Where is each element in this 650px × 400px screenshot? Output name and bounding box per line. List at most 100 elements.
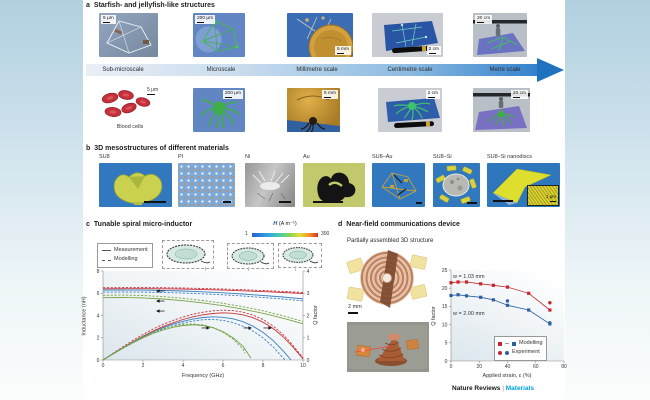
blood-cells-scalebar-line <box>147 94 155 96</box>
scalebar-line <box>427 96 435 98</box>
chart-c-plot-background <box>103 271 303 360</box>
legend-label-experiment-d: Experiment <box>512 349 540 356</box>
red-circle-swatch <box>498 351 502 356</box>
blue-circle-swatch <box>505 351 509 356</box>
panel-a-title-text: Starfish- and jellyfish-like structures <box>93 2 215 9</box>
sem-streaks-graphic <box>252 170 290 202</box>
svg-text:2: 2 <box>97 336 100 342</box>
blood-cells-scalebar-text: 5 μm <box>147 87 159 93</box>
scalebar-chip: 5 μm <box>101 15 116 24</box>
scalebar-text: 2 cm <box>428 46 439 52</box>
photo-metre-starfish-room: 20 cm <box>473 13 527 57</box>
scalebar-line <box>223 201 231 203</box>
solid-line-swatch <box>102 250 111 252</box>
material-label-su8-si-nanodiscs: SU8–Si nanodiscs <box>487 154 532 160</box>
scalebar-chip: 5 mm <box>322 90 338 99</box>
scalebar-text: 5 mm <box>337 46 349 52</box>
spiral-coil-graphic <box>282 247 319 264</box>
scalebar-line <box>477 21 484 23</box>
scalebar-text: 5 μm <box>103 15 114 21</box>
scalebar-line <box>493 200 513 202</box>
svg-text:0: 0 <box>97 358 100 364</box>
panel-d-scalebar-text: 2 mm <box>348 304 362 310</box>
green-jellyfish-graphic <box>200 99 240 129</box>
photo-metre-jellyfish-room: 20 cm <box>473 88 530 132</box>
nanodiscs-inset: 1 μm <box>527 185 559 206</box>
footer-journal: Materials <box>505 385 534 392</box>
scalebar-text: 200 μm <box>197 15 214 21</box>
scalebar-line <box>313 201 343 203</box>
inductor-chart: 0 2 4 6 8 0 1 2 3 4 0 2 4 6 8 10 <box>97 269 310 369</box>
annotation-w-200: w = 2.00 mm <box>453 311 485 317</box>
scalebar-chip: 20 cm <box>475 15 493 24</box>
svg-text:15: 15 <box>442 304 448 310</box>
legend-label-modelling-d: Modelling <box>519 340 543 346</box>
chart-d-yaxis-label-box: Q factor <box>429 296 439 336</box>
coin-jellyfish-graphic <box>287 95 340 132</box>
material-label-su8-si: SU8–Si <box>433 154 452 160</box>
scalebar-chip: 5 mm <box>335 46 351 55</box>
scale-label-centimetre: Centimetre scale <box>387 67 433 73</box>
svg-text:6: 6 <box>222 363 225 369</box>
scalebar-line <box>428 52 436 54</box>
photo-submicroscale-starfish: 5 μm <box>99 13 158 57</box>
scalebar-line <box>144 201 166 203</box>
scalebar-text: 20 cm <box>477 15 491 21</box>
colorbar-title: H (A m⁻¹) <box>252 221 318 227</box>
spiral-inset-small <box>278 243 322 268</box>
colorbar-max: 300 <box>321 231 330 237</box>
dashed-line-swatch <box>102 259 111 261</box>
svg-text:40: 40 <box>505 364 511 370</box>
svg-text:8: 8 <box>262 363 265 369</box>
svg-text:6: 6 <box>97 291 100 297</box>
svg-text:8: 8 <box>97 269 100 275</box>
panel-b-letter: b <box>86 145 91 152</box>
svg-text:60: 60 <box>533 364 539 370</box>
platform-jellyfish-graphic <box>386 98 440 129</box>
scalebar-text: 200 μm <box>224 90 241 96</box>
panel-a-letter: a <box>86 2 90 9</box>
scalebar-line <box>103 21 110 23</box>
photo-su8-structure <box>99 163 172 207</box>
photo-millimetre-jellyfish-coin: 5 mm <box>287 88 340 132</box>
legend-row-experiment-d: Experiment <box>498 348 543 357</box>
svg-text:4: 4 <box>182 363 185 369</box>
photo-su8-si-structure <box>433 163 480 207</box>
inset-scalebar-line <box>550 200 556 202</box>
scalebar-line <box>512 96 520 98</box>
panel-c-title: c Tunable spiral micro-inductor <box>86 221 192 228</box>
photo-centimetre-jellyfish-platform: 2 cm <box>378 88 442 132</box>
photo-su8-au-structure <box>372 163 425 207</box>
svg-text:5: 5 <box>445 341 448 347</box>
panel-d-letter: d <box>338 221 343 228</box>
svg-text:20: 20 <box>442 286 448 292</box>
annotation-w-103: w = 1.03 mm <box>453 274 485 280</box>
coil-render-illustration <box>346 250 428 308</box>
colorbar-gradient <box>252 233 318 237</box>
chart-c-xaxis-label: Frequency (GHz) <box>181 373 225 379</box>
platform-pen-graphic <box>384 21 438 54</box>
svg-text:2: 2 <box>307 313 310 319</box>
svg-text:10: 10 <box>442 322 448 328</box>
scale-label-metre: Metre scale <box>489 67 521 73</box>
photo-au-structure <box>303 163 365 207</box>
scalebar-text: 2 cm <box>427 90 438 96</box>
photo-pi-array <box>178 163 235 207</box>
panel-d-title: d Near-field communications device <box>338 221 460 228</box>
qfactor-strain-chart: 0 5 10 15 20 25 0 20 40 60 80 <box>442 268 567 370</box>
blood-cells-caption: Blood cells <box>116 124 144 130</box>
svg-text:4: 4 <box>97 313 100 319</box>
scale-label-microscale: Microscale <box>206 67 236 73</box>
svg-text:80: 80 <box>561 364 567 370</box>
svg-text:25: 25 <box>442 268 448 274</box>
room-mat-graphic <box>473 20 527 55</box>
chart-d-xaxis-label: Applied strain, ε (%) <box>482 373 532 379</box>
spiral-inset-medium <box>227 243 274 269</box>
panel-b-title: b 3D mesostructures of different material… <box>86 145 229 152</box>
legend-label-modelling: Modelling <box>114 256 138 263</box>
photo-centimetre-starfish-platform: 2 cm <box>372 13 443 57</box>
material-label-su8-au: SU8–Au <box>372 154 393 160</box>
journal-footer: Nature Reviews | Materials <box>452 385 534 392</box>
panel-c-title-text: Tunable spiral micro-inductor <box>93 221 193 228</box>
legend-label-measurement: Measurement <box>114 247 148 253</box>
